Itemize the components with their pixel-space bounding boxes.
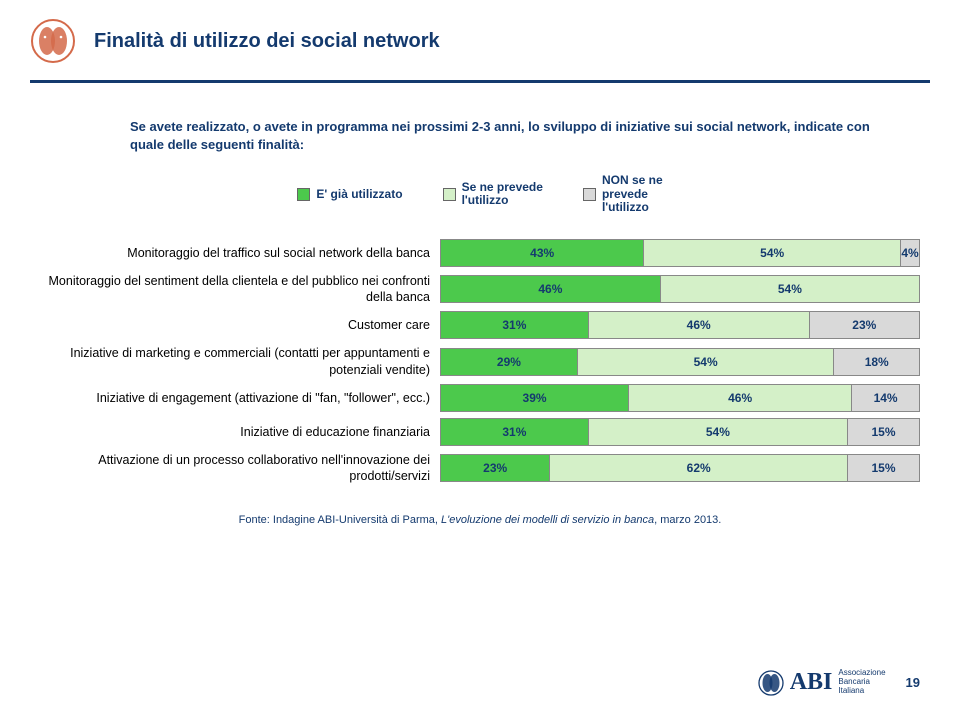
chart-row-label: Iniziative di educazione finanziaria	[40, 424, 440, 440]
chart-row: Iniziative di marketing e commerciali (c…	[40, 345, 920, 378]
footer: ABI Associazione Bancaria Italiana 19	[758, 669, 920, 696]
bar-segment: 54%	[589, 418, 848, 446]
legend-label: E' già utilizzato	[316, 188, 402, 201]
bar-segment: 62%	[550, 454, 848, 482]
abi-subtitle: Associazione Bancaria Italiana	[838, 669, 885, 695]
bar-segment: 46%	[440, 275, 661, 303]
bar-container: 46%54%	[440, 275, 920, 303]
chart-row-label: Iniziative di engagement (attivazione di…	[40, 390, 440, 406]
bar-segment: 54%	[644, 239, 901, 267]
source-suffix: , marzo 2013.	[654, 514, 721, 526]
bar-container: 39%46%14%	[440, 384, 920, 412]
chart-row: Attivazione di un processo collaborativo…	[40, 452, 920, 485]
legend-swatch	[297, 188, 310, 201]
chart-row: Iniziative di educazione finanziaria31%5…	[40, 418, 920, 446]
chart-row: Monitoraggio del traffico sul social net…	[40, 239, 920, 267]
legend-item: NON se ne prevede l'utilizzo	[583, 174, 663, 214]
intro-text: Se avete realizzato, o avete in programm…	[0, 83, 960, 174]
bar-segment: 31%	[440, 418, 589, 446]
source-italic: L'evoluzione dei modelli di servizio in …	[441, 514, 654, 526]
page-title: Finalità di utilizzo dei social network	[94, 30, 440, 53]
abi-text: ABI	[790, 669, 833, 696]
brand-logo-icon	[30, 18, 76, 64]
bar-segment: 23%	[440, 454, 550, 482]
chart-legend: E' già utilizzato Se ne prevede l'utilizz…	[0, 174, 960, 214]
bar-segment: 54%	[578, 348, 835, 376]
legend-item: E' già utilizzato	[297, 188, 402, 201]
chart-row-label: Attivazione di un processo collaborativo…	[40, 452, 440, 485]
abi-logo: ABI Associazione Bancaria Italiana	[758, 669, 886, 696]
chart-row: Customer care31%46%23%	[40, 311, 920, 339]
bar-container: 31%46%23%	[440, 311, 920, 339]
bar-segment: 29%	[440, 348, 578, 376]
bar-segment: 4%	[901, 239, 920, 267]
legend-swatch	[583, 188, 596, 201]
bar-segment: 15%	[848, 418, 920, 446]
header: Finalità di utilizzo dei social network	[0, 0, 960, 74]
bar-segment: 46%	[629, 384, 852, 412]
bar-container: 31%54%15%	[440, 418, 920, 446]
bar-segment: 31%	[440, 311, 589, 339]
chart-row-label: Iniziative di marketing e commerciali (c…	[40, 345, 440, 378]
stacked-bar-chart: Monitoraggio del traffico sul social net…	[0, 239, 960, 485]
source-prefix: Fonte: Indagine ABI-Università di Parma,	[239, 514, 441, 526]
bar-segment: 18%	[834, 348, 920, 376]
abi-logo-icon	[758, 670, 784, 696]
bar-segment: 46%	[589, 311, 810, 339]
page-number: 19	[906, 675, 920, 690]
legend-item: Se ne prevede l'utilizzo	[443, 181, 543, 207]
chart-row: Iniziative di engagement (attivazione di…	[40, 384, 920, 412]
bar-segment: 23%	[810, 311, 920, 339]
bar-segment: 15%	[848, 454, 920, 482]
bar-container: 43%54%4%	[440, 239, 920, 267]
bar-container: 29%54%18%	[440, 348, 920, 376]
bar-segment: 39%	[440, 384, 629, 412]
chart-row-label: Customer care	[40, 317, 440, 333]
legend-swatch	[443, 188, 456, 201]
bar-segment: 54%	[661, 275, 920, 303]
legend-label: NON se ne prevede l'utilizzo	[602, 174, 663, 214]
chart-row-label: Monitoraggio del traffico sul social net…	[40, 245, 440, 261]
bar-container: 23%62%15%	[440, 454, 920, 482]
bar-segment: 43%	[440, 239, 644, 267]
bar-segment: 14%	[852, 384, 920, 412]
chart-row: Monitoraggio del sentiment della cliente…	[40, 273, 920, 306]
chart-row-label: Monitoraggio del sentiment della cliente…	[40, 273, 440, 306]
source-note: Fonte: Indagine ABI-Università di Parma,…	[0, 514, 960, 526]
legend-label: Se ne prevede l'utilizzo	[462, 181, 543, 207]
